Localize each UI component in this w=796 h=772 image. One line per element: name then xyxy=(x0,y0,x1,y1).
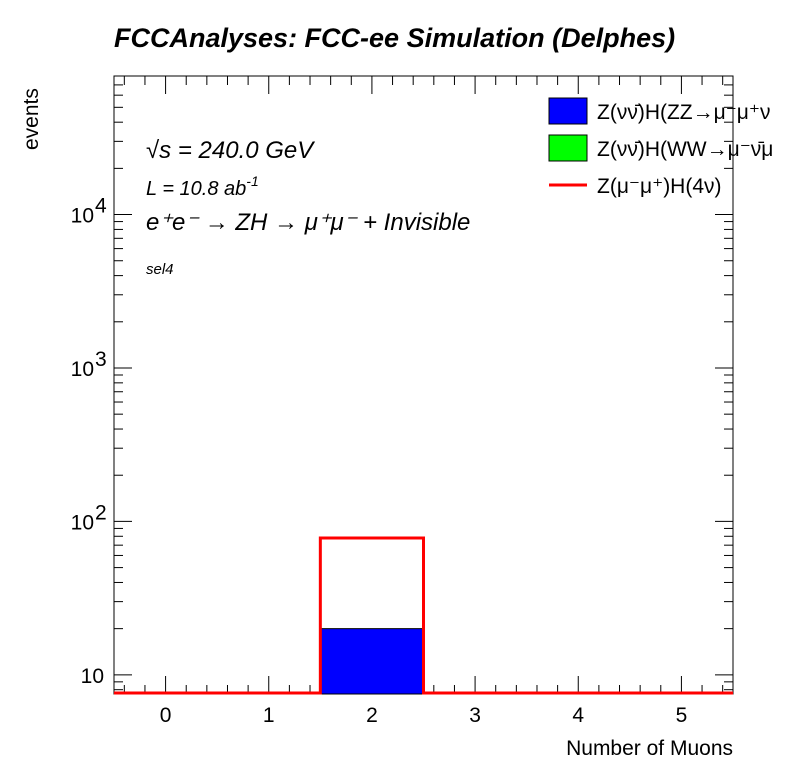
histogram-bars xyxy=(114,536,733,695)
legend-label: Z(νν̄)H(WW→μ⁻ν̄μ xyxy=(597,138,773,161)
x-tick-label: 0 xyxy=(160,704,172,727)
annotation-process: e⁺e⁻ → ZH → μ⁺μ⁻ + Invisible xyxy=(146,209,470,236)
legend-label: Z(μ⁻μ⁺)H(4ν) xyxy=(597,175,722,198)
legend-label: Z(νν̄)H(ZZ→μ⁻μ⁺ν xyxy=(597,101,771,124)
x-axis-title: Number of Muons xyxy=(566,737,733,760)
y-tick-label: 10 xyxy=(71,358,94,381)
y-tick-label: 10 xyxy=(71,511,94,534)
legend-swatch xyxy=(548,134,588,162)
annotations: √s = 240.0 GeV L = 10.8 ab-1 e⁺e⁻ → ZH →… xyxy=(146,137,470,278)
x-tick-label: 2 xyxy=(366,704,378,727)
x-tick-label: 3 xyxy=(469,704,481,727)
legend-swatch xyxy=(548,97,588,125)
y-tick-label-exponent: 2 xyxy=(95,501,107,524)
y-tick-label: 10 xyxy=(71,205,94,228)
annotation-selection: sel4 xyxy=(146,261,174,278)
y-axis-title: events xyxy=(20,88,43,150)
axis-ticks xyxy=(114,75,733,694)
y-tick-label-exponent: 4 xyxy=(95,195,107,218)
x-tick-label: 4 xyxy=(572,704,584,727)
x-tick-label: 1 xyxy=(263,704,275,727)
histogram-bar xyxy=(319,628,425,695)
annotation-luminosity: L = 10.8 ab-1 xyxy=(146,173,259,200)
y-tick-label: 10 xyxy=(81,665,104,688)
chart-title: FCCAnalyses: FCC-ee Simulation (Delphes) xyxy=(114,23,675,53)
x-tick-label: 5 xyxy=(676,704,688,727)
annotation-sqrt-s: √s = 240.0 GeV xyxy=(146,137,315,164)
legend: Z(νν̄)H(ZZ→μ⁻μ⁺ν Z(νν̄)H(WW→μ⁻ν̄μ Z(μ⁻μ⁺)H… xyxy=(548,97,773,198)
y-tick-label-exponent: 3 xyxy=(95,348,107,371)
histogram-line xyxy=(114,536,733,695)
